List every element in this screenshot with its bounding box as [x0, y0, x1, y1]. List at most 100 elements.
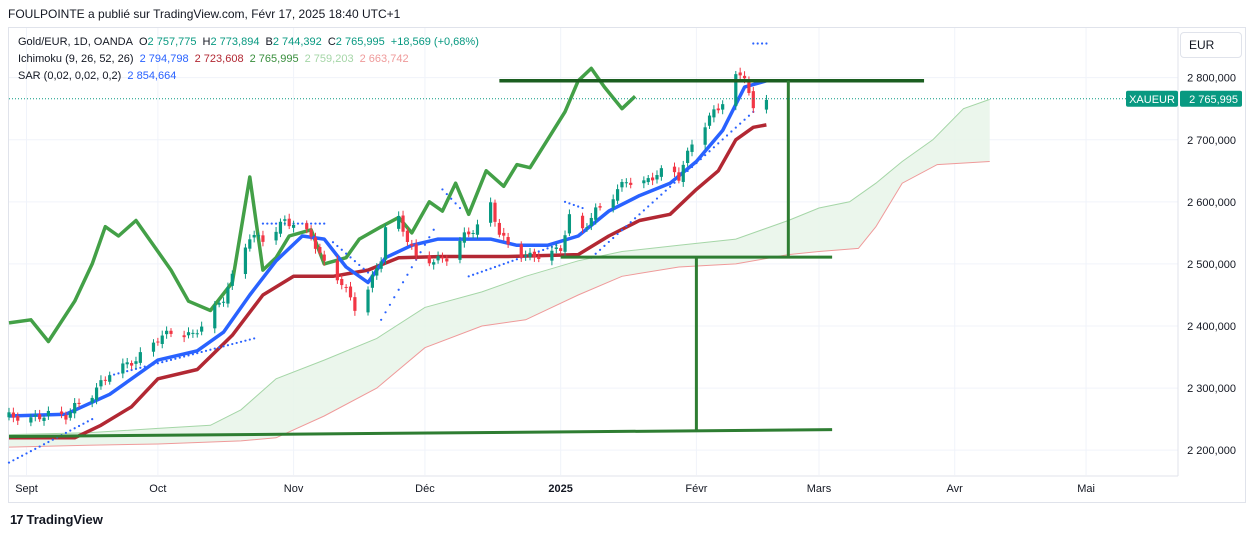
currency-button[interactable]: EUR — [1180, 32, 1242, 58]
candle-body — [427, 255, 431, 264]
sar-dot — [743, 118, 746, 121]
candle — [348, 281, 353, 301]
candle — [712, 105, 716, 123]
candle-body — [46, 410, 51, 417]
candle-body — [642, 180, 646, 184]
candle-body — [563, 235, 567, 252]
sar-dot — [29, 450, 32, 453]
candle — [94, 383, 99, 405]
candle — [642, 176, 646, 189]
y-tick-label: 2 700,000 — [1187, 135, 1236, 147]
candle — [764, 94, 769, 114]
candle-body — [156, 341, 160, 343]
candle-body — [712, 109, 716, 118]
candle-body — [690, 144, 694, 152]
sar-dot — [572, 203, 575, 207]
sar-dot — [16, 456, 19, 460]
ichimoku-chikou-value: 2 765,995 — [249, 53, 299, 65]
candle — [646, 174, 650, 185]
candle — [151, 339, 156, 357]
sar-dot — [69, 429, 72, 432]
candle — [686, 147, 690, 167]
candle-body — [506, 237, 510, 245]
candle-body — [677, 172, 681, 181]
low-value: 2 744,392 — [272, 36, 322, 48]
sar-dot — [695, 161, 698, 165]
sar-dot — [25, 452, 28, 455]
candle-body — [370, 274, 374, 288]
sar-dot — [51, 438, 54, 441]
candle — [217, 300, 221, 308]
sar-dot — [239, 340, 243, 343]
candle — [414, 239, 418, 261]
candle-body — [497, 222, 501, 235]
candle-body — [305, 223, 309, 230]
candle — [655, 170, 659, 184]
candle — [397, 211, 401, 232]
candle-body — [397, 216, 401, 229]
candle-body — [94, 387, 99, 400]
candle-body — [567, 214, 572, 234]
sar-dot — [174, 357, 177, 360]
candle — [651, 172, 655, 186]
candle-body — [458, 240, 462, 260]
candle-body — [313, 237, 318, 249]
sar-dot — [542, 248, 545, 252]
candle — [366, 286, 370, 316]
sar-dot — [612, 236, 615, 240]
candle-body — [68, 411, 72, 418]
candle-body — [519, 244, 523, 258]
candle — [221, 297, 226, 307]
legend-sar-row[interactable]: SAR (0,02, 0,02, 0,2) 2 854,664 — [18, 68, 482, 85]
sar-dot — [511, 259, 514, 262]
candle-body — [589, 217, 593, 226]
sar-dot — [358, 263, 361, 267]
candle-body — [125, 362, 129, 365]
sar-dot — [196, 351, 199, 355]
candle — [677, 167, 681, 184]
candle-body — [559, 248, 563, 251]
candle — [594, 203, 598, 225]
candle-body — [186, 332, 191, 336]
sar-dot — [712, 146, 716, 149]
legend-symbol-row[interactable]: Gold/EUR, 1D, OANDA O2 757,775 H2 773,89… — [18, 34, 482, 51]
candle-body — [707, 115, 712, 126]
candle — [64, 411, 68, 425]
candle — [497, 218, 501, 238]
candle — [493, 199, 497, 227]
x-tick-label: Févr — [685, 483, 707, 495]
candle-body — [278, 221, 283, 234]
sar-dot — [165, 359, 168, 363]
sar-dot — [253, 337, 256, 340]
sar-label: SAR (0,02, 0,02, 0,2) — [18, 70, 122, 82]
sar-dot — [717, 142, 720, 145]
candle-body — [751, 91, 755, 109]
candle — [427, 251, 431, 267]
candle — [532, 248, 536, 262]
candle — [165, 326, 169, 339]
sar-dot — [248, 338, 251, 341]
candle — [554, 243, 558, 254]
candle — [248, 234, 252, 252]
low-label: B — [265, 36, 273, 48]
x-tick-label: Oct — [149, 483, 166, 495]
candle — [432, 259, 436, 270]
ichimoku-label: Ichimoku (9, 26, 52, 26) — [18, 53, 134, 65]
sar-dot — [493, 265, 497, 269]
sar-dot — [704, 154, 707, 157]
candle-body — [414, 244, 418, 256]
candle-body — [462, 232, 466, 243]
sar-dot — [454, 202, 457, 205]
sar-dot — [314, 222, 317, 225]
candle — [274, 227, 278, 245]
candle-body — [344, 286, 348, 288]
sar-dot — [91, 418, 94, 421]
candle-body — [615, 189, 620, 201]
sar-dot — [117, 372, 120, 375]
candle — [335, 255, 339, 284]
sar-dot — [126, 370, 129, 373]
candle-body — [475, 224, 480, 235]
candle-body — [681, 164, 685, 182]
legend-ichimoku-row[interactable]: Ichimoku (9, 26, 52, 26) 2 794,798 2 723… — [18, 51, 482, 68]
